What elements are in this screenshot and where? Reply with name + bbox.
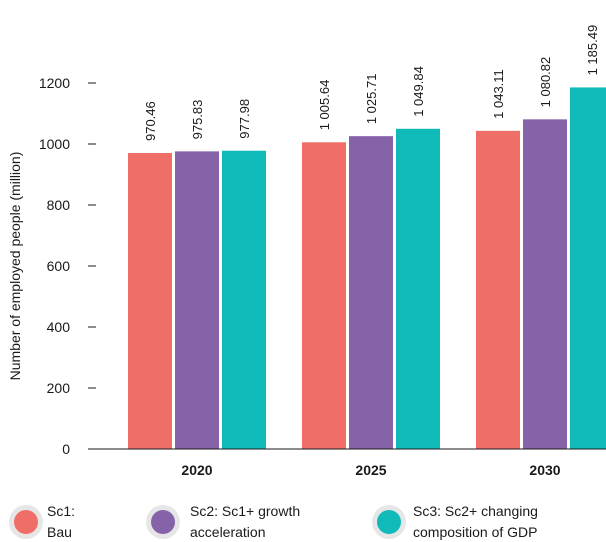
data-label-2025-series-3: 1 049.84 [411, 66, 426, 117]
bar-2025-series-2 [349, 136, 393, 449]
data-label-2030-series-2: 1 080.82 [538, 57, 553, 108]
y-tick-label: 400 [47, 319, 71, 335]
bar-2025-series-1 [302, 142, 346, 450]
x-tick-label-2030: 2030 [529, 462, 560, 478]
legend-marker-series-3 [377, 510, 401, 534]
y-tick-label: 800 [47, 197, 71, 213]
bar-2030-series-2 [523, 119, 567, 449]
data-label-2020-series-3: 977.98 [237, 99, 252, 139]
legend-marker-series-1 [14, 510, 38, 534]
bar-2025-series-3 [396, 128, 440, 449]
bar-2030-series-3 [570, 87, 606, 450]
bar-2030-series-1 [476, 130, 520, 450]
data-label-2025-series-2: 1 025.71 [364, 74, 379, 125]
legend-label-series-2: Sc2: Sc1+ growth [190, 503, 300, 519]
x-tick-label-2025: 2025 [355, 462, 386, 478]
data-label-2020-series-2: 975.83 [190, 100, 205, 140]
data-label-2030-series-3: 1 185.49 [585, 25, 600, 76]
legend-label-series-1: Sc1: [47, 503, 75, 519]
y-tick-label: 1200 [39, 75, 70, 91]
y-tick-label: 600 [47, 258, 71, 274]
data-label-2030-series-1: 1 043.11 [491, 69, 506, 119]
bar-2020-series-2 [175, 151, 219, 449]
bar-2020-series-3 [222, 150, 266, 449]
y-tick-label: 0 [62, 441, 70, 457]
bar-2020-series-1 [128, 153, 172, 449]
legend-label-series-3: Sc3: Sc2+ changing [413, 503, 538, 519]
y-tick-label: 200 [47, 380, 71, 396]
legend-label-series-2: acceleration [190, 524, 266, 540]
data-label-2025-series-1: 1 005.64 [317, 80, 332, 131]
legend-label-series-3: composition of GDP [413, 524, 538, 540]
data-label-2020-series-1: 970.46 [143, 101, 158, 141]
x-tick-label-2020: 2020 [181, 462, 212, 478]
legend-label-series-1: Bau [47, 524, 72, 540]
y-axis-label: Number of employed people (million) [7, 152, 23, 381]
legend-marker-series-2 [151, 510, 175, 534]
y-tick-label: 1000 [39, 136, 70, 152]
